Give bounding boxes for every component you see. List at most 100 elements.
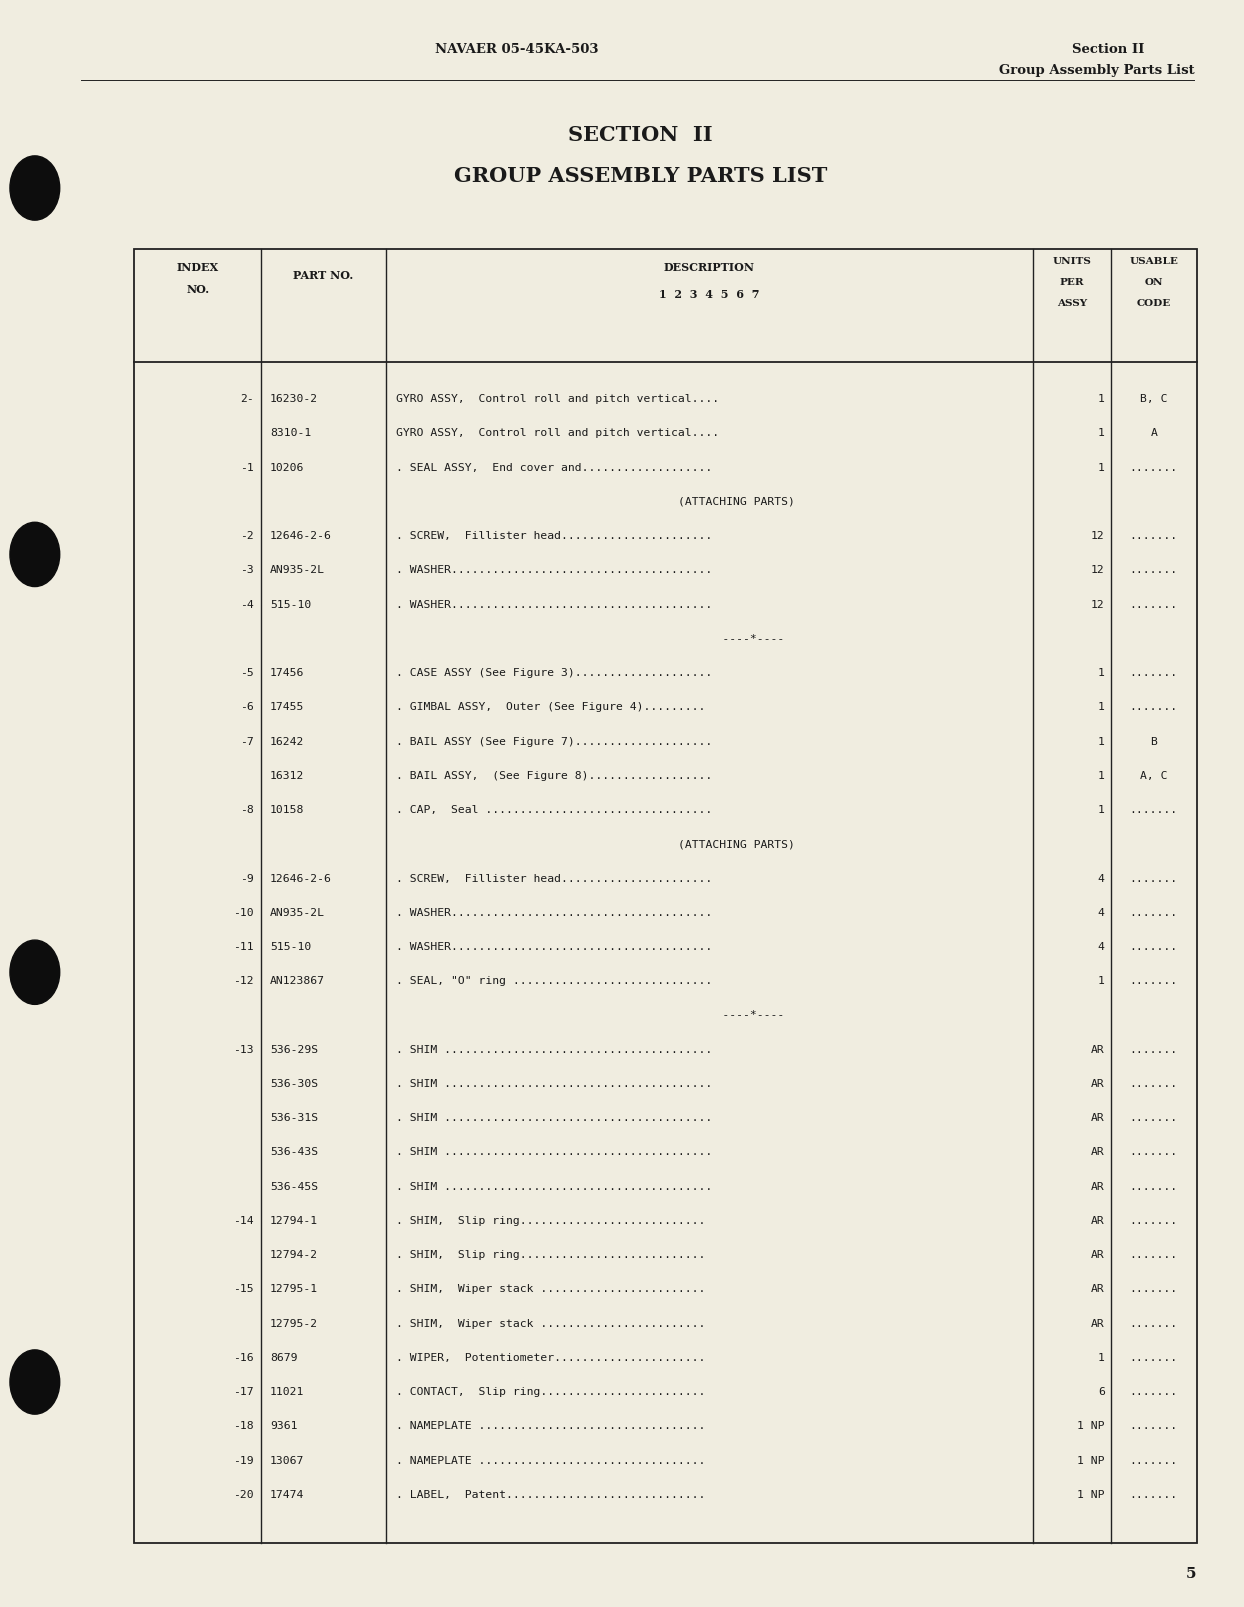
Text: A, C: A, C: [1140, 771, 1168, 781]
Text: 9361: 9361: [270, 1421, 297, 1432]
Text: .......: .......: [1130, 1045, 1178, 1054]
Text: . CASE ASSY (See Figure 3)....................: . CASE ASSY (See Figure 3)..............…: [396, 669, 712, 678]
Text: .......: .......: [1130, 1250, 1178, 1260]
Text: 515-10: 515-10: [270, 599, 311, 609]
Text: 1: 1: [1097, 394, 1105, 405]
Text: AR: AR: [1091, 1114, 1105, 1123]
Text: GYRO ASSY,  Control roll and pitch vertical....: GYRO ASSY, Control roll and pitch vertic…: [396, 394, 719, 405]
Text: -6: -6: [240, 702, 254, 712]
Text: DESCRIPTION: DESCRIPTION: [663, 262, 755, 273]
Text: (ATTACHING PARTS): (ATTACHING PARTS): [623, 497, 795, 506]
Text: 536-43S: 536-43S: [270, 1147, 318, 1157]
Text: AR: AR: [1091, 1147, 1105, 1157]
Text: 1: 1: [1097, 463, 1105, 472]
Text: 1 NP: 1 NP: [1077, 1490, 1105, 1499]
Text: .......: .......: [1130, 532, 1178, 542]
Text: 1: 1: [1097, 736, 1105, 747]
Text: 5: 5: [1187, 1567, 1197, 1581]
Text: -9: -9: [240, 874, 254, 884]
Circle shape: [10, 522, 60, 587]
Text: .......: .......: [1130, 1284, 1178, 1294]
Text: . WIPER,  Potentiometer......................: . WIPER, Potentiometer..................…: [396, 1353, 705, 1363]
Text: .......: .......: [1130, 975, 1178, 987]
Text: . SEAL, "O" ring .............................: . SEAL, "O" ring .......................…: [396, 975, 712, 987]
Text: -14: -14: [233, 1216, 254, 1226]
Text: -3: -3: [240, 566, 254, 575]
Text: 1: 1: [1097, 429, 1105, 439]
Text: AR: AR: [1091, 1250, 1105, 1260]
Text: -10: -10: [233, 908, 254, 918]
Text: 12: 12: [1091, 599, 1105, 609]
Text: 1 NP: 1 NP: [1077, 1456, 1105, 1466]
Text: -17: -17: [233, 1387, 254, 1396]
Text: -11: -11: [233, 942, 254, 951]
Text: . SHIM,  Slip ring...........................: . SHIM, Slip ring.......................…: [396, 1216, 705, 1226]
Text: . SHIM .......................................: . SHIM .................................…: [396, 1045, 712, 1054]
Text: 12795-2: 12795-2: [270, 1319, 318, 1329]
Text: .......: .......: [1130, 1353, 1178, 1363]
Text: 1  2  3  4  5  6  7: 1 2 3 4 5 6 7: [659, 289, 759, 301]
Text: NAVAER 05-45KA-503: NAVAER 05-45KA-503: [434, 43, 598, 56]
Text: 13067: 13067: [270, 1456, 305, 1466]
Text: 17474: 17474: [270, 1490, 305, 1499]
Text: -1: -1: [240, 463, 254, 472]
Text: 4: 4: [1097, 874, 1105, 884]
Text: .......: .......: [1130, 669, 1178, 678]
Text: . NAMEPLATE .................................: . NAMEPLATE ............................…: [396, 1456, 705, 1466]
Text: 536-31S: 536-31S: [270, 1114, 318, 1123]
Text: . WASHER......................................: . WASHER................................…: [396, 599, 712, 609]
Text: -5: -5: [240, 669, 254, 678]
Bar: [134, 249, 1197, 1543]
Text: 12795-1: 12795-1: [270, 1284, 318, 1294]
Text: . WASHER......................................: . WASHER................................…: [396, 942, 712, 951]
Text: . BAIL ASSY (See Figure 7)....................: . BAIL ASSY (See Figure 7)..............…: [396, 736, 712, 747]
Text: . NAMEPLATE .................................: . NAMEPLATE ............................…: [396, 1421, 705, 1432]
Text: -4: -4: [240, 599, 254, 609]
Text: ASSY: ASSY: [1056, 299, 1087, 309]
Text: A: A: [1151, 429, 1157, 439]
Text: . SHIM,  Wiper stack ........................: . SHIM, Wiper stack ....................…: [396, 1284, 705, 1294]
Text: PER: PER: [1060, 278, 1084, 288]
Text: AR: AR: [1091, 1284, 1105, 1294]
Text: 536-45S: 536-45S: [270, 1181, 318, 1192]
Circle shape: [10, 940, 60, 1004]
Text: ----*----: ----*----: [633, 1011, 785, 1020]
Text: 16242: 16242: [270, 736, 305, 747]
Text: .......: .......: [1130, 874, 1178, 884]
Text: 12: 12: [1091, 532, 1105, 542]
Text: USABLE: USABLE: [1130, 257, 1178, 267]
Text: . SHIM .......................................: . SHIM .................................…: [396, 1147, 712, 1157]
Text: . SEAL ASSY,  End cover and...................: . SEAL ASSY, End cover and..............…: [396, 463, 712, 472]
Text: 4: 4: [1097, 908, 1105, 918]
Text: -13: -13: [233, 1045, 254, 1054]
Text: AN935-2L: AN935-2L: [270, 566, 325, 575]
Text: UNITS: UNITS: [1052, 257, 1091, 267]
Text: -15: -15: [233, 1284, 254, 1294]
Text: . SHIM .......................................: . SHIM .................................…: [396, 1181, 712, 1192]
Text: AR: AR: [1091, 1078, 1105, 1090]
Text: 16312: 16312: [270, 771, 305, 781]
Text: . SCREW,  Fillister head......................: . SCREW, Fillister head.................…: [396, 874, 712, 884]
Text: .......: .......: [1130, 566, 1178, 575]
Text: -16: -16: [233, 1353, 254, 1363]
Text: 8310-1: 8310-1: [270, 429, 311, 439]
Text: 10206: 10206: [270, 463, 305, 472]
Text: . WASHER......................................: . WASHER................................…: [396, 908, 712, 918]
Text: . SCREW,  Fillister head......................: . SCREW, Fillister head.................…: [396, 532, 712, 542]
Text: -7: -7: [240, 736, 254, 747]
Text: 11021: 11021: [270, 1387, 305, 1396]
Text: GROUP ASSEMBLY PARTS LIST: GROUP ASSEMBLY PARTS LIST: [454, 166, 827, 185]
Text: .......: .......: [1130, 1421, 1178, 1432]
Text: AR: AR: [1091, 1045, 1105, 1054]
Text: 4: 4: [1097, 942, 1105, 951]
Text: . SHIM .......................................: . SHIM .................................…: [396, 1114, 712, 1123]
Text: B, C: B, C: [1140, 394, 1168, 405]
Text: 16230-2: 16230-2: [270, 394, 318, 405]
Text: 1: 1: [1097, 975, 1105, 987]
Text: 1: 1: [1097, 771, 1105, 781]
Circle shape: [10, 1350, 60, 1414]
Text: 1: 1: [1097, 702, 1105, 712]
Text: -12: -12: [233, 975, 254, 987]
Text: . SHIM,  Slip ring...........................: . SHIM, Slip ring.......................…: [396, 1250, 705, 1260]
Text: .......: .......: [1130, 1456, 1178, 1466]
